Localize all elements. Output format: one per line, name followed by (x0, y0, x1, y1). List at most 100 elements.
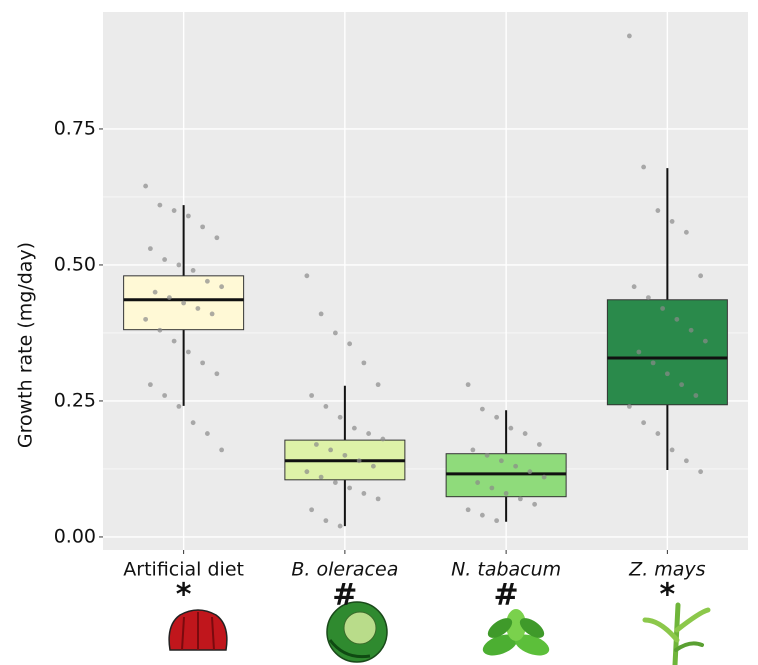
data-point (186, 350, 191, 355)
data-point (148, 382, 153, 387)
data-point (632, 284, 637, 289)
page: Growth rate (mg/day) 0.000.250.500.75Art… (0, 0, 758, 665)
data-point (703, 339, 708, 344)
data-point (347, 341, 352, 346)
data-point (357, 458, 362, 463)
data-point (172, 339, 177, 344)
significance-label: # (494, 578, 519, 613)
data-point (366, 431, 371, 436)
data-point (651, 360, 656, 365)
data-point (376, 382, 381, 387)
significance-label: * (176, 578, 192, 613)
data-point (641, 420, 646, 425)
data-point (205, 431, 210, 436)
data-point (480, 513, 485, 518)
data-point (646, 295, 651, 300)
data-point (314, 442, 319, 447)
data-point (191, 420, 196, 425)
data-point (494, 518, 499, 523)
data-point (186, 214, 191, 219)
data-point (542, 475, 547, 480)
data-point (304, 469, 309, 474)
chart: Growth rate (mg/day) 0.000.250.500.75Art… (0, 0, 758, 665)
data-point (219, 284, 224, 289)
jelly-icon (169, 610, 227, 650)
data-point (328, 448, 333, 453)
tobacco-icon (480, 609, 552, 660)
y-tick-label: 0.75 (54, 117, 96, 139)
data-point (380, 437, 385, 442)
data-point (181, 301, 186, 306)
data-point (162, 393, 167, 398)
data-point (205, 279, 210, 284)
y-tick-label: 0.25 (54, 389, 96, 411)
data-point (338, 415, 343, 420)
data-point (361, 360, 366, 365)
data-point (153, 290, 158, 295)
data-point (195, 306, 200, 311)
data-point (319, 312, 324, 317)
data-point (347, 486, 352, 491)
data-point (157, 328, 162, 333)
data-point (665, 371, 670, 376)
data-point (670, 219, 675, 224)
data-point (333, 331, 338, 336)
data-point (214, 371, 219, 376)
data-point (143, 317, 148, 322)
data-point (176, 263, 181, 268)
data-point (319, 475, 324, 480)
data-point (191, 268, 196, 273)
data-point (627, 34, 632, 39)
box (607, 300, 727, 405)
data-point (172, 208, 177, 213)
data-point (157, 203, 162, 208)
significance-label: * (660, 578, 676, 613)
data-point (210, 312, 215, 317)
data-point (679, 382, 684, 387)
data-point (499, 458, 504, 463)
data-point (475, 480, 480, 485)
data-point (361, 491, 366, 496)
data-point (513, 464, 518, 469)
y-tick-label: 0.50 (54, 253, 96, 275)
data-point (148, 246, 153, 251)
data-point (304, 273, 309, 278)
data-point (200, 360, 205, 365)
data-point (518, 496, 523, 501)
data-point (323, 404, 328, 409)
data-point (684, 230, 689, 235)
data-point (376, 496, 381, 501)
data-point (689, 328, 694, 333)
data-point (214, 235, 219, 240)
data-point (508, 426, 513, 431)
data-point (323, 518, 328, 523)
data-point (660, 306, 665, 311)
data-point (162, 257, 167, 262)
data-point (532, 502, 537, 507)
data-point (489, 486, 494, 491)
data-point (352, 426, 357, 431)
data-point (655, 208, 660, 213)
data-point (494, 415, 499, 420)
y-tick-label: 0.00 (54, 525, 96, 547)
data-point (655, 431, 660, 436)
data-point (143, 184, 148, 189)
data-point (670, 448, 675, 453)
data-point (466, 507, 471, 512)
corn-icon (645, 605, 708, 665)
data-point (485, 453, 490, 458)
data-point (693, 393, 698, 398)
data-point (504, 491, 509, 496)
data-point (480, 407, 485, 412)
significance-label: # (332, 578, 357, 613)
data-point (333, 480, 338, 485)
data-point (338, 524, 343, 529)
data-point (342, 453, 347, 458)
data-point (636, 350, 641, 355)
data-point (466, 382, 471, 387)
data-point (167, 295, 172, 300)
data-point (309, 507, 314, 512)
data-point (309, 393, 314, 398)
data-point (698, 469, 703, 474)
data-point (176, 404, 181, 409)
